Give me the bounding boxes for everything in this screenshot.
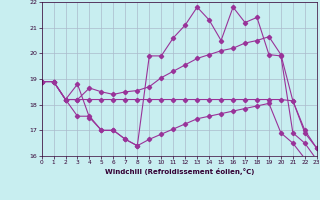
X-axis label: Windchill (Refroidissement éolien,°C): Windchill (Refroidissement éolien,°C) (105, 168, 254, 175)
